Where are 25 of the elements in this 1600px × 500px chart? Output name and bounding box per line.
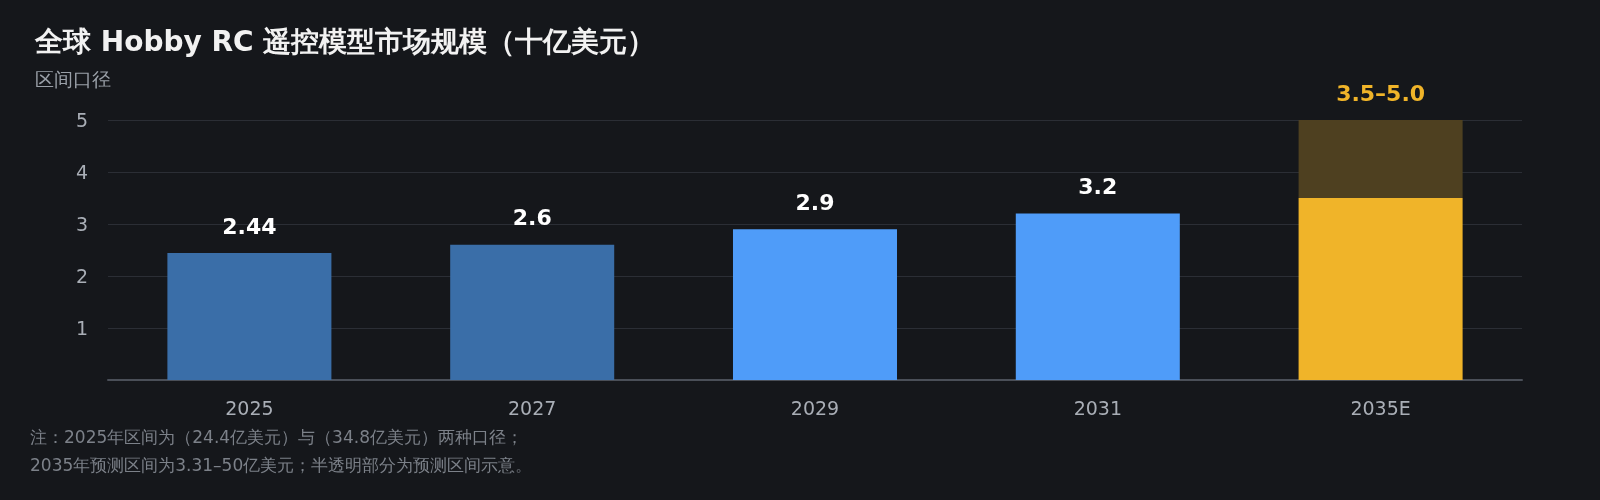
data-label: 3.2 (1078, 174, 1118, 200)
x-tick-label: 2029 (790, 396, 840, 419)
y-tick-label: 5 (75, 109, 88, 131)
bar (1298, 198, 1463, 380)
chart-title: 全球 Hobby RC 遥控模型市场规模（十亿美元） (34, 24, 656, 58)
y-tick-label: 3 (75, 213, 88, 235)
data-label: 3.5–5.0 (1336, 80, 1426, 106)
bar (732, 229, 898, 380)
x-tick-label: 2027 (508, 396, 557, 419)
data-label: 2.44 (222, 213, 277, 239)
bar (1298, 120, 1463, 198)
data-label: 2.9 (795, 189, 835, 215)
x-tick-label: 2035E (1350, 396, 1411, 419)
y-tick-label: 1 (75, 317, 88, 339)
x-tick-label: 2031 (1073, 396, 1122, 419)
x-tick-label: 2025 (225, 396, 274, 419)
y-tick-label: 2 (75, 265, 88, 287)
text: 注：2025年区间为（24.4亿美元）与（34.8亿美元）两种口径； (30, 426, 523, 447)
bar (450, 244, 615, 380)
bar (167, 253, 332, 380)
text: 2035年预测区间为3.31–50亿美元；半透明部分为预测区间示意。 (30, 454, 533, 475)
data-label: 2.6 (512, 205, 552, 231)
chart-subtitle: 区间口径 (35, 67, 111, 90)
bar (1015, 213, 1180, 380)
y-tick-label: 4 (75, 161, 88, 183)
